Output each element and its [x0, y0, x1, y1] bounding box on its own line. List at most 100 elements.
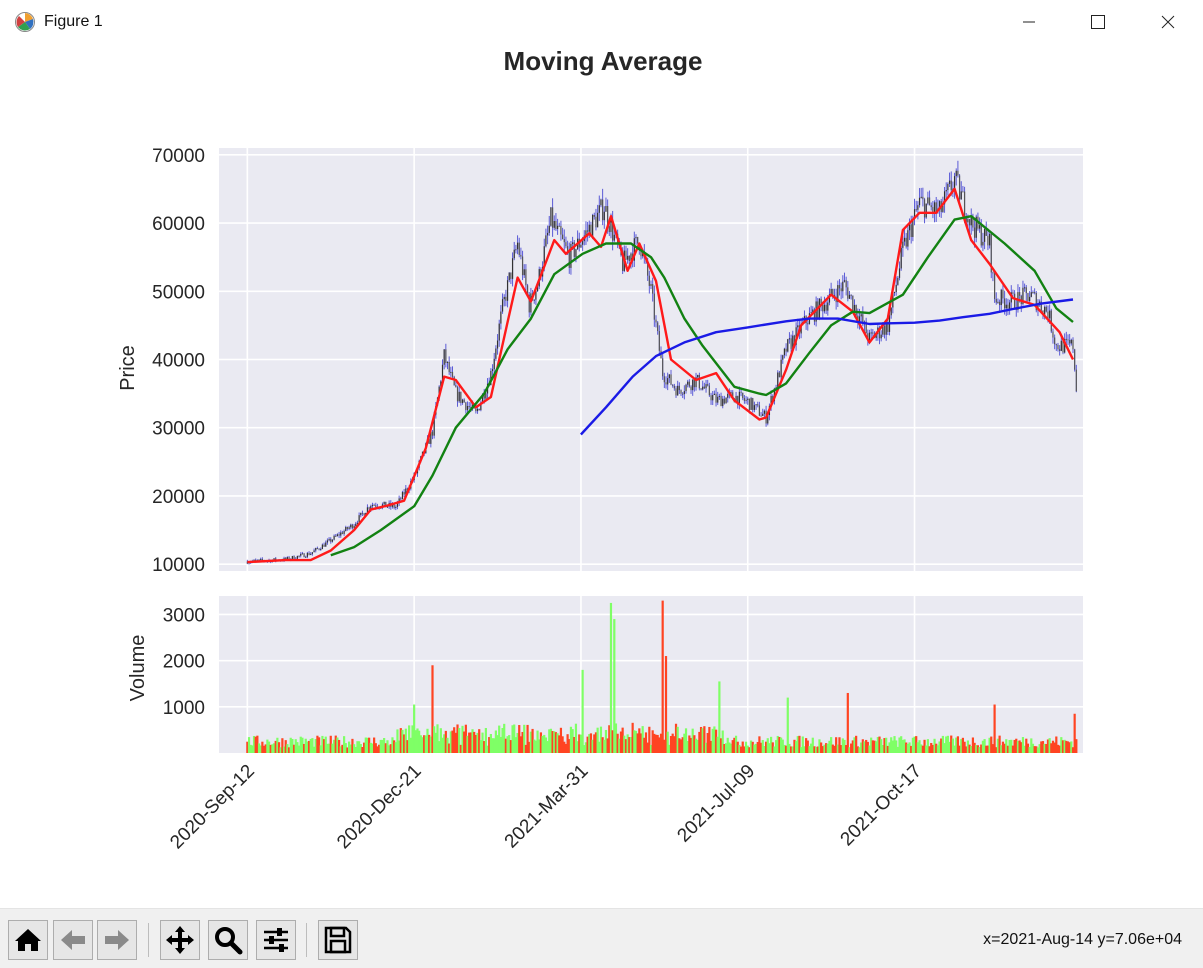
volume-bar	[458, 728, 461, 753]
x-tick-label: 2021-Jul-09	[673, 761, 759, 847]
volume-bar	[833, 745, 836, 753]
candle-body	[613, 234, 615, 241]
candle-body	[967, 219, 969, 223]
volume-bar	[785, 745, 788, 753]
candle-body	[665, 382, 667, 385]
volume-bar	[810, 743, 813, 753]
save-button[interactable]	[318, 920, 358, 960]
volume-bar	[835, 737, 838, 753]
minimize-button[interactable]	[994, 0, 1064, 44]
candle-body	[255, 559, 257, 561]
arrow-left-icon	[61, 930, 85, 950]
volume-bar	[443, 734, 446, 753]
candle-body	[428, 438, 430, 444]
candle-body	[501, 299, 504, 312]
volume-bar	[498, 725, 501, 753]
volume-bar	[261, 741, 264, 753]
candle-body	[1034, 292, 1036, 294]
candle-body	[455, 385, 457, 388]
candle-body	[333, 535, 335, 540]
volume-bar	[641, 726, 644, 753]
volume-bar	[337, 739, 341, 753]
candle-body	[385, 501, 387, 508]
volume-bar	[314, 739, 317, 753]
volume-bar	[569, 726, 573, 753]
volume-bar	[1056, 744, 1060, 753]
candle-body	[777, 372, 779, 388]
forward-button[interactable]	[97, 920, 137, 960]
configure-subplots-button[interactable]	[256, 920, 296, 960]
pan-button[interactable]	[160, 920, 200, 960]
candle-body	[573, 242, 575, 257]
back-button[interactable]	[53, 920, 93, 960]
volume-bar	[881, 745, 884, 753]
volume-bar	[751, 741, 754, 753]
volume-bar	[831, 744, 834, 753]
volume-bar	[1075, 739, 1078, 753]
volume-bar	[691, 728, 694, 753]
price-grid	[219, 148, 1083, 571]
volume-bar	[875, 741, 878, 753]
volume-bar	[589, 733, 593, 753]
volume-bar	[411, 725, 414, 753]
candle-body	[818, 298, 821, 319]
candle-body	[1017, 292, 1019, 310]
candle-body	[371, 504, 374, 507]
candle-body	[346, 527, 349, 529]
candle-body	[912, 218, 914, 237]
move-icon	[166, 926, 194, 954]
home-button[interactable]	[8, 920, 48, 960]
figure-canvas[interactable]: Moving Average 10000 20000 30000 40000 50000…	[0, 44, 1203, 908]
candle-body	[491, 369, 494, 371]
volume-bar	[509, 740, 512, 753]
volume-bar	[801, 736, 804, 753]
volume-bar	[860, 742, 863, 753]
candle-body	[1029, 296, 1031, 301]
volume-bar	[446, 737, 449, 753]
chart-svg[interactable]: Moving Average 10000 20000 30000 40000 50000…	[0, 44, 1203, 908]
candle-body	[246, 561, 248, 564]
candle-body	[505, 296, 507, 301]
volume-bar	[649, 744, 653, 753]
volume-bar	[1071, 747, 1075, 753]
volume-ylabel: Volume	[127, 635, 149, 702]
candle-body	[980, 225, 982, 246]
volume-bar	[628, 737, 631, 753]
candle-body	[1047, 311, 1049, 319]
candle-body	[553, 221, 555, 228]
volume-bar	[282, 746, 286, 753]
candle-body	[907, 230, 909, 247]
volume-bar	[546, 741, 549, 753]
maximize-button[interactable]	[1063, 0, 1133, 44]
candle-body	[950, 180, 952, 191]
candle-body	[1055, 344, 1057, 346]
candle-body	[543, 246, 545, 267]
volume-bar	[891, 740, 894, 753]
candle-body	[902, 241, 904, 248]
candle-body	[608, 226, 610, 232]
candle-body	[767, 415, 769, 424]
candle-body	[360, 512, 362, 516]
volume-bar	[499, 736, 502, 753]
volume-bar	[993, 704, 996, 753]
candle-body	[975, 216, 977, 238]
volume-bar	[554, 732, 558, 753]
candle-body	[433, 414, 435, 436]
candle-body	[702, 386, 704, 390]
candle-body	[845, 280, 847, 288]
volume-bar	[664, 656, 668, 753]
volume-bar	[436, 724, 439, 753]
candle-body	[526, 285, 529, 295]
volume-bar	[930, 742, 933, 753]
candle-body	[536, 286, 539, 292]
minimize-icon	[1023, 21, 1035, 23]
candle-body	[697, 375, 699, 378]
volume-bar	[631, 722, 634, 753]
volume-bar	[351, 738, 354, 753]
close-button[interactable]	[1133, 0, 1203, 44]
volume-bar	[895, 740, 898, 753]
volume-bar	[948, 741, 951, 753]
volume-bar	[1035, 746, 1038, 753]
zoom-button[interactable]	[208, 920, 248, 960]
candle-body	[820, 298, 822, 304]
